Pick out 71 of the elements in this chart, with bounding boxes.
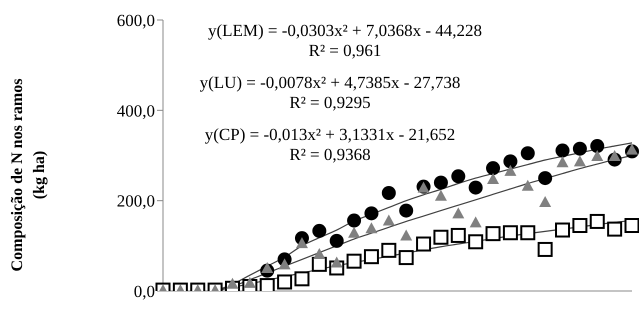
point — [434, 176, 448, 190]
point — [277, 274, 292, 290]
point — [520, 225, 536, 240]
point — [296, 237, 308, 248]
point — [591, 150, 604, 161]
point — [381, 242, 396, 258]
point — [348, 226, 360, 238]
point — [539, 196, 552, 208]
point — [555, 222, 570, 238]
point — [416, 236, 432, 252]
point — [346, 254, 362, 269]
point — [364, 249, 379, 264]
point — [538, 242, 553, 257]
point — [572, 142, 587, 156]
point — [347, 214, 362, 228]
point — [487, 172, 500, 184]
point — [278, 258, 291, 270]
point — [365, 222, 378, 234]
point — [468, 180, 483, 195]
point — [538, 171, 552, 186]
point — [312, 256, 327, 272]
annotation: y(LEM) = -0,0303x² + 7,0368x - 44,228 — [208, 21, 482, 40]
point — [607, 222, 622, 237]
point — [502, 225, 518, 240]
annotation: R² = 0,961 — [308, 41, 382, 60]
point — [330, 234, 344, 248]
point — [590, 139, 604, 154]
y-tick-label: 400,0 — [116, 101, 155, 120]
annotation: y(CP) = -0,013x² + 3,1331x - 21,652 — [204, 125, 456, 144]
y-tick-label: 600,0 — [116, 11, 155, 30]
annotation: y(LU) = -0,0078x² + 4,7385x - 27,738 — [200, 73, 460, 92]
point — [590, 214, 605, 229]
point — [312, 224, 326, 238]
point — [364, 206, 378, 220]
point — [294, 271, 310, 286]
point — [434, 190, 447, 201]
point — [522, 180, 534, 191]
point — [260, 278, 275, 291]
point — [452, 207, 464, 218]
point — [330, 256, 343, 268]
point — [382, 214, 395, 226]
point — [470, 216, 482, 228]
point — [556, 144, 570, 158]
y-tick-label: 0,0 — [134, 282, 155, 302]
y-axis-title: Composição de N nos ramos (kg ha) — [9, 78, 48, 272]
point — [626, 144, 638, 155]
point — [261, 262, 274, 273]
point — [398, 250, 414, 266]
point — [486, 161, 500, 176]
y-tick-label: 200,0 — [116, 192, 155, 211]
point — [468, 234, 484, 250]
point — [451, 169, 466, 184]
point — [244, 276, 256, 288]
point — [313, 248, 326, 259]
point — [450, 228, 466, 243]
point — [400, 229, 412, 240]
point — [504, 164, 516, 176]
point — [556, 156, 569, 168]
point — [572, 218, 588, 234]
point — [433, 230, 448, 245]
point — [486, 226, 501, 242]
point — [382, 186, 396, 200]
annotation: R² = 0,9368 — [289, 145, 371, 164]
point — [608, 150, 621, 161]
point — [574, 155, 586, 166]
point — [399, 204, 414, 218]
annotation: R² = 0,9295 — [289, 93, 371, 112]
point — [503, 154, 518, 168]
point — [226, 278, 238, 289]
point — [520, 146, 535, 160]
point — [624, 218, 639, 234]
